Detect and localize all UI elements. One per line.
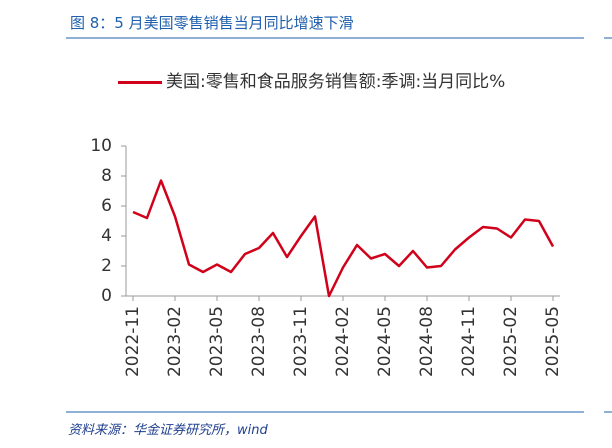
legend-swatch: [118, 81, 162, 84]
y-tick-label: 10: [90, 136, 112, 156]
x-tick-label: 2023-08: [249, 306, 269, 377]
figure-title: 图 8：5 月美国零售销售当月同比增速下滑: [70, 14, 354, 32]
line-series: [132, 179, 555, 298]
x-tick-label: 2024-02: [333, 306, 353, 377]
x-tick-label: 2024-11: [459, 306, 479, 377]
y-tick-label: 6: [101, 196, 112, 216]
legend-label: 美国:零售和食品服务销售额:季调:当月同比%: [166, 72, 506, 92]
x-tick-label: 2025-02: [501, 306, 521, 377]
y-tick-label: 8: [101, 166, 112, 186]
x-tick-label: 2022-11: [123, 306, 143, 377]
y-tick-label: 4: [101, 226, 112, 246]
legend: 美国:零售和食品服务销售额:季调:当月同比%: [118, 70, 558, 94]
x-tick-label: 2023-05: [207, 306, 227, 377]
source-note: 资料来源：华金证券研究所，wind: [68, 423, 268, 438]
y-tick-label: 2: [101, 256, 112, 276]
x-tick-label: 2024-08: [417, 306, 437, 377]
y-tick-label: 0: [101, 286, 112, 306]
x-tick-label: 2023-02: [165, 306, 185, 377]
x-tick-label: 2024-05: [375, 306, 395, 377]
x-tick-label: 2025-05: [543, 306, 563, 377]
x-tick-label: 2023-11: [291, 306, 311, 377]
